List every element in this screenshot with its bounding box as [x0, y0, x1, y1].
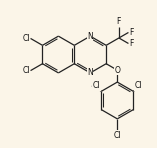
Text: Cl: Cl — [93, 81, 100, 90]
Text: Cl: Cl — [22, 34, 30, 43]
Text: F: F — [117, 17, 121, 26]
Text: O: O — [114, 66, 120, 75]
Text: Cl: Cl — [22, 66, 30, 75]
Text: F: F — [129, 28, 134, 37]
Text: Cl: Cl — [114, 131, 121, 140]
Text: F: F — [129, 39, 134, 48]
Text: Cl: Cl — [134, 81, 142, 90]
Text: N: N — [87, 32, 93, 41]
Text: N: N — [87, 68, 93, 77]
